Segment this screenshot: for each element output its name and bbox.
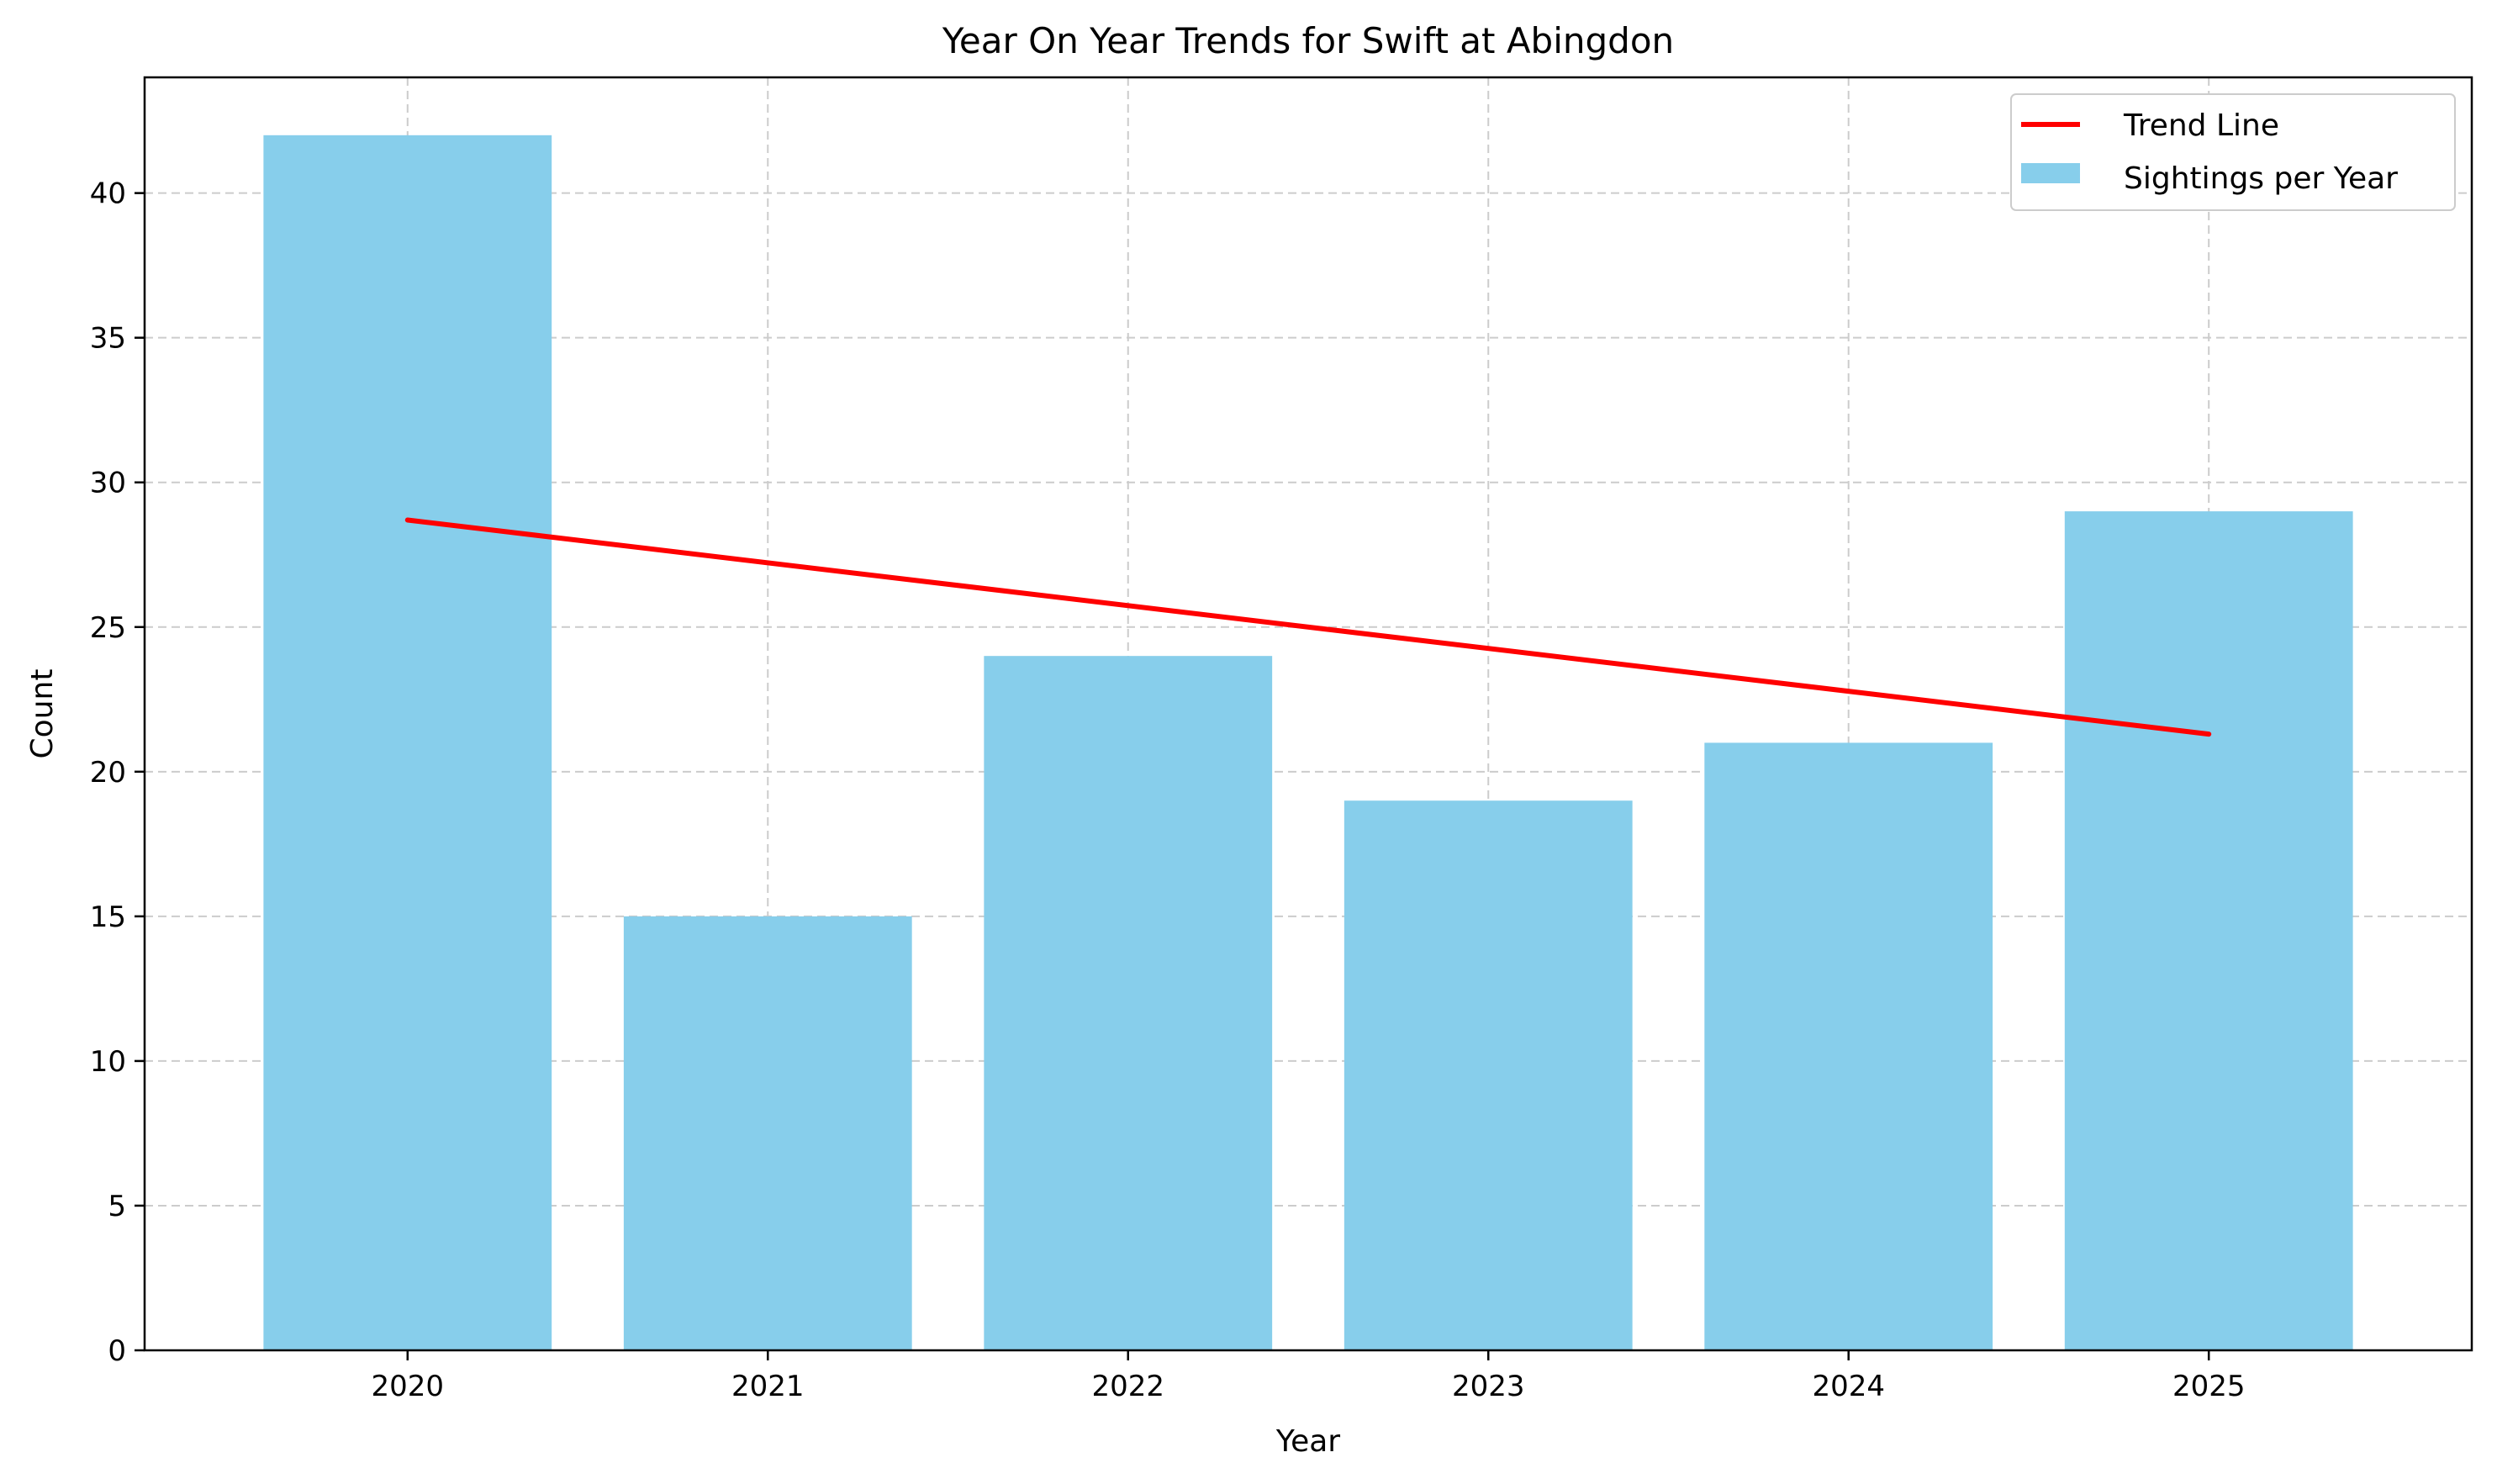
x-tick-label: 2020 [372, 1370, 445, 1403]
bar [984, 656, 1273, 1350]
legend-bar-label: Sightings per Year [2124, 161, 2398, 196]
bar [623, 916, 912, 1350]
x-tick-label: 2021 [731, 1370, 805, 1403]
y-tick-label: 20 [90, 756, 126, 790]
bar [2064, 511, 2353, 1350]
x-axis: 2020 2021 2022 2023 2024 2025 [372, 1350, 2246, 1403]
y-tick-label: 15 [90, 900, 126, 934]
y-tick-label: 40 [90, 177, 126, 211]
x-tick-label: 2023 [1452, 1370, 1525, 1403]
chart-title: Year On Year Trends for Swift at Abingdo… [942, 20, 1674, 61]
y-tick-label: 30 [90, 467, 126, 500]
y-tick-label: 0 [108, 1334, 126, 1368]
plot-frame [143, 76, 2473, 1352]
y-axis-label: Count [25, 669, 60, 759]
trend-line-group [404, 517, 2212, 737]
legend-trend-line-label: Trend Line [2123, 108, 2279, 143]
y-axis: 0 5 10 15 20 25 30 35 40 [90, 177, 145, 1368]
y-tick-label: 5 [108, 1190, 126, 1223]
y-tick-label: 10 [90, 1045, 126, 1079]
bars [263, 135, 2353, 1351]
trend-line [404, 517, 2212, 737]
x-tick-label: 2024 [1812, 1370, 1885, 1403]
bar [263, 135, 552, 1351]
bar [1344, 800, 1633, 1350]
y-tick-label: 25 [90, 611, 126, 645]
x-tick-label: 2025 [2172, 1370, 2246, 1403]
x-axis-label: Year [1275, 1424, 1340, 1459]
legend: Trend Line Sightings per Year [2010, 93, 2456, 211]
legend-box [2010, 93, 2456, 211]
legend-bar-swatch [2021, 163, 2080, 183]
y-tick-label: 35 [90, 322, 126, 356]
x-tick-label: 2022 [1091, 1370, 1164, 1403]
bar [1704, 742, 1993, 1350]
